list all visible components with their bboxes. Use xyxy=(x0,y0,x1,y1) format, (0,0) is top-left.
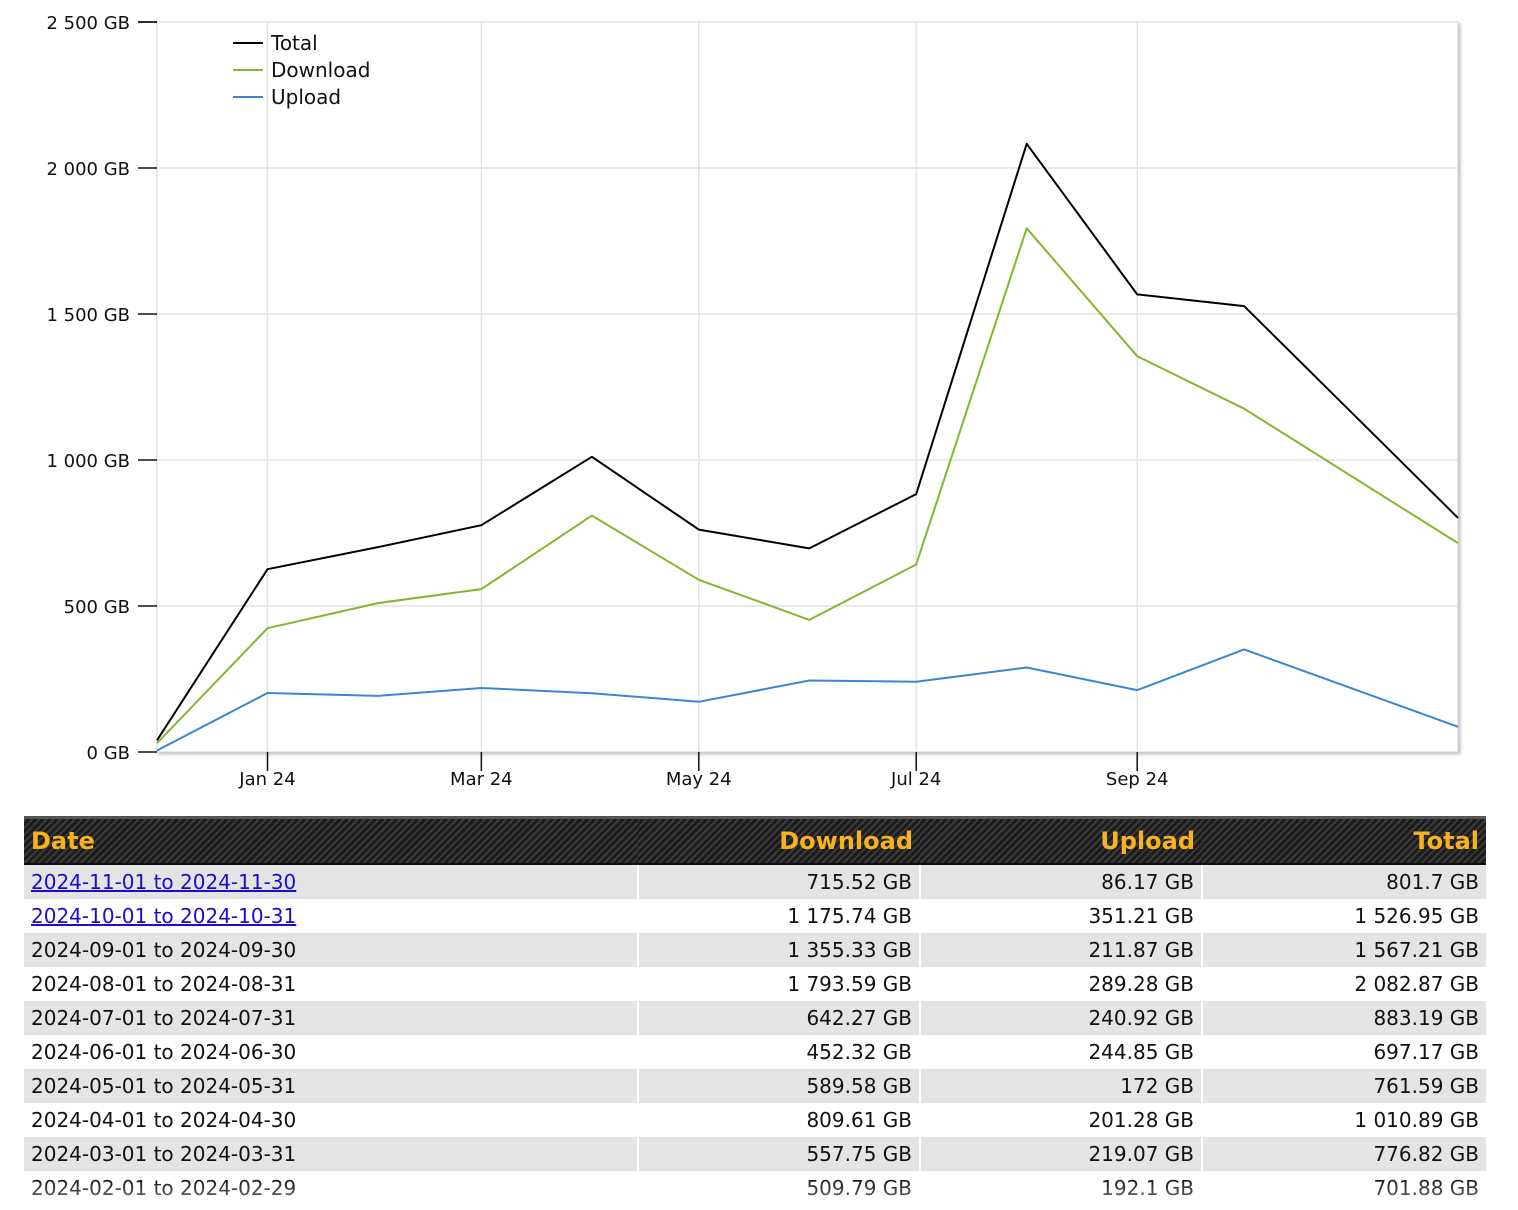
header-date[interactable]: Date xyxy=(24,816,638,865)
cell-date: 2024-06-01 to 2024-06-30 xyxy=(24,1035,639,1069)
y-tick-label: 2 500 GB xyxy=(46,13,130,34)
cell-download: 1 355.33 GB xyxy=(638,933,921,967)
date-range-link[interactable]: 2024-11-01 to 2024-11-30 xyxy=(31,870,297,894)
cell-total: 883.19 GB xyxy=(1202,1001,1486,1035)
cell-download: 557.75 GB xyxy=(638,1137,921,1171)
cell-download: 452.32 GB xyxy=(638,1035,921,1069)
series-line-upload xyxy=(156,648,1459,752)
cell-total: 1 567.21 GB xyxy=(1202,933,1486,967)
usage-table: Date Download Upload Total 2024-11-01 to… xyxy=(24,816,1486,1205)
y-tick-label: 2 000 GB xyxy=(46,159,130,180)
cell-total: 801.7 GB xyxy=(1202,864,1486,899)
x-tick-label: Jul 24 xyxy=(890,769,941,790)
y-tick-label: 0 GB xyxy=(87,743,130,764)
cell-date: 2024-10-01 to 2024-10-31 xyxy=(24,899,639,933)
legend-label-download: Download xyxy=(271,58,370,82)
legend-label-upload: Upload xyxy=(271,85,341,109)
cell-total: 701.88 GB xyxy=(1202,1171,1486,1205)
cell-upload: 211.87 GB xyxy=(920,933,1203,967)
cell-upload: 219.07 GB xyxy=(920,1137,1203,1171)
cell-date: 2024-08-01 to 2024-08-31 xyxy=(24,967,639,1001)
y-axis: 0 GB 500 GB 1 000 GB 1 500 GB 2 000 GB 2 500 … xyxy=(46,13,157,764)
cell-download: 715.52 GB xyxy=(638,864,921,899)
cell-upload: 244.85 GB xyxy=(920,1035,1203,1069)
cell-upload: 240.92 GB xyxy=(920,1001,1203,1035)
series-line-download xyxy=(156,227,1459,744)
series-lines xyxy=(156,142,1459,752)
cell-date: 2024-04-01 to 2024-04-30 xyxy=(24,1103,639,1137)
cell-upload: 289.28 GB xyxy=(920,967,1203,1001)
table-row: 2024-02-01 to 2024-02-29 509.79 GB 192.1 G… xyxy=(24,1171,1486,1205)
x-tick-label: Jan 24 xyxy=(238,769,295,790)
plot-area xyxy=(156,21,1459,753)
legend: Total Download Upload xyxy=(233,31,370,109)
cell-date: 2024-07-01 to 2024-07-31 xyxy=(24,1001,639,1035)
cell-download: 809.61 GB xyxy=(638,1103,921,1137)
cell-download: 642.27 GB xyxy=(638,1001,921,1035)
table-row: 2024-07-01 to 2024-07-31 642.27 GB 240.92 … xyxy=(24,1001,1486,1035)
table-row: 2024-06-01 to 2024-06-30 452.32 GB 244.85 … xyxy=(24,1035,1486,1069)
cell-date: 2024-11-01 to 2024-11-30 xyxy=(24,864,639,899)
cell-download: 589.58 GB xyxy=(638,1069,921,1103)
table-row: 2024-05-01 to 2024-05-31 589.58 GB 172 GB 7… xyxy=(24,1069,1486,1103)
table-row: 2024-08-01 to 2024-08-31 1 793.59 GB 289.2… xyxy=(24,967,1486,1001)
grid xyxy=(157,22,1458,752)
cell-download: 1 793.59 GB xyxy=(638,967,921,1001)
cell-date: 2024-03-01 to 2024-03-31 xyxy=(24,1137,639,1171)
cell-download: 509.79 GB xyxy=(638,1171,921,1205)
cell-total: 2 082.87 GB xyxy=(1202,967,1486,1001)
series-line-total xyxy=(156,142,1459,741)
x-axis: Jan 24 Mar 24 May 24 Jul 24 Sep 24 xyxy=(238,752,1168,790)
cell-date: 2024-05-01 to 2024-05-31 xyxy=(24,1069,639,1103)
y-tick-label: 500 GB xyxy=(64,597,130,618)
cell-date: 2024-02-01 to 2024-02-29 xyxy=(24,1171,639,1205)
cell-upload: 351.21 GB xyxy=(920,899,1203,933)
table-body: 2024-11-01 to 2024-11-30 715.52 GB 86.17 G… xyxy=(24,864,1486,1205)
table-row: 2024-09-01 to 2024-09-30 1 355.33 GB 211.8… xyxy=(24,933,1486,967)
cell-upload: 86.17 GB xyxy=(920,864,1203,899)
cell-date: 2024-09-01 to 2024-09-30 xyxy=(24,933,639,967)
date-range-link[interactable]: 2024-10-01 to 2024-10-31 xyxy=(31,904,297,928)
cell-upload: 172 GB xyxy=(920,1069,1203,1103)
cell-total: 776.82 GB xyxy=(1202,1137,1486,1171)
cell-download: 1 175.74 GB xyxy=(638,899,921,933)
table-header-row: Date Download Upload Total xyxy=(24,816,1486,865)
cell-upload: 192.1 GB xyxy=(920,1171,1203,1205)
header-download[interactable]: Download xyxy=(638,816,920,865)
header-total[interactable]: Total xyxy=(1202,816,1486,865)
table-row: 2024-04-01 to 2024-04-30 809.61 GB 201.28 … xyxy=(24,1103,1486,1137)
table-row: 2024-10-01 to 2024-10-31 1 175.74 GB 351.2… xyxy=(24,899,1486,933)
legend-label-total: Total xyxy=(270,31,318,55)
y-tick-label: 1 500 GB xyxy=(46,305,130,326)
cell-total: 761.59 GB xyxy=(1202,1069,1486,1103)
x-tick-label: Sep 24 xyxy=(1106,769,1169,790)
table-row: 2024-11-01 to 2024-11-30 715.52 GB 86.17 G… xyxy=(24,864,1486,899)
y-tick-label: 1 000 GB xyxy=(46,451,130,472)
cell-upload: 201.28 GB xyxy=(920,1103,1203,1137)
x-tick-label: May 24 xyxy=(666,769,732,790)
header-upload[interactable]: Upload xyxy=(920,816,1202,865)
cell-total: 1 010.89 GB xyxy=(1202,1103,1486,1137)
cell-total: 697.17 GB xyxy=(1202,1035,1486,1069)
table-row: 2024-03-01 to 2024-03-31 557.75 GB 219.07 … xyxy=(24,1137,1486,1171)
cell-total: 1 526.95 GB xyxy=(1202,899,1486,933)
x-tick-label: Mar 24 xyxy=(450,769,513,790)
traffic-line-chart: 0 GB 500 GB 1 000 GB 1 500 GB 2 000 GB 2 500 … xyxy=(46,13,1459,790)
